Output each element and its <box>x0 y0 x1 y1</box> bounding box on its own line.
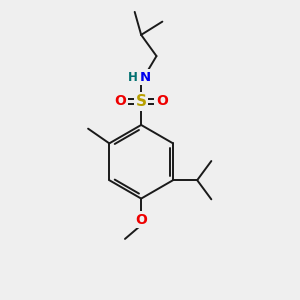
Text: S: S <box>136 94 147 109</box>
Text: O: O <box>115 94 127 108</box>
Text: O: O <box>135 213 147 227</box>
Text: O: O <box>156 94 168 108</box>
Text: H: H <box>128 71 137 84</box>
Text: N: N <box>140 71 151 84</box>
